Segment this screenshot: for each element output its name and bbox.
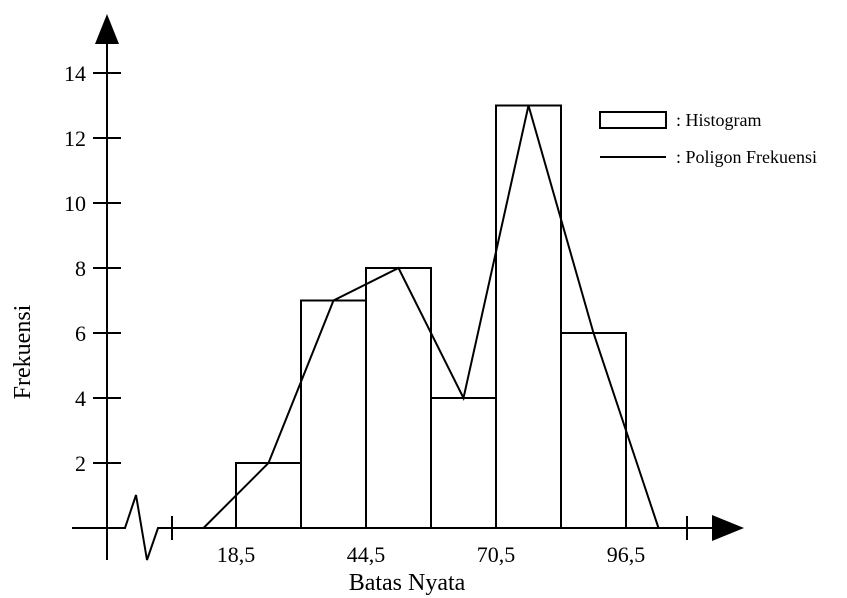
histogram-bar <box>235 462 302 529</box>
histogram-bars <box>235 104 627 529</box>
legend-histogram-label: : Histogram <box>676 110 762 130</box>
x-ticks: 18,5 44,5 70,5 96,5 <box>217 542 646 567</box>
y-tick-label: 8 <box>75 256 86 281</box>
histogram-bar <box>430 397 497 529</box>
legend: : Histogram : Poligon Frekuensi <box>599 110 817 167</box>
legend-histogram-swatch <box>599 111 667 129</box>
y-tick-label: 10 <box>64 191 86 216</box>
histogram-bar <box>365 267 432 529</box>
x-axis-arrowhead <box>712 515 744 541</box>
y-axis-title: Frekuensi <box>10 304 36 399</box>
y-tick-label: 14 <box>64 61 86 86</box>
y-tick-label: 2 <box>75 451 86 476</box>
histogram-bar <box>300 299 367 529</box>
histogram-bar <box>495 104 562 529</box>
frequency-polygon <box>202 105 660 529</box>
polygon-line <box>202 105 660 529</box>
y-axis-arrowhead <box>95 14 119 44</box>
x-tick-label: 70,5 <box>477 542 516 567</box>
x-tick-label: 18,5 <box>217 542 256 567</box>
x-axis-title: Batas Nyata <box>349 570 466 596</box>
x-axis-line-left <box>72 494 172 561</box>
legend-polygon-label: : Poligon Frekuensi <box>676 147 817 167</box>
histogram-bar <box>560 332 627 529</box>
y-tick-label: 4 <box>75 386 86 411</box>
x-tick-label: 44,5 <box>347 542 386 567</box>
x-tick-label: 96,5 <box>607 542 646 567</box>
y-tick-label: 12 <box>64 126 86 151</box>
y-tick-label: 6 <box>75 321 86 346</box>
y-ticks: 2 4 6 8 10 12 14 <box>64 61 121 476</box>
